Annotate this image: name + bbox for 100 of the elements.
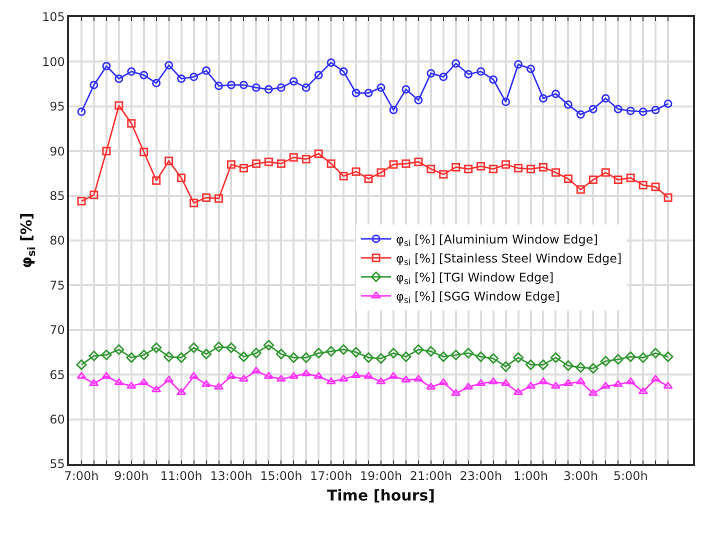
- point: [127, 119, 136, 128]
- point: [414, 96, 423, 104]
- point: [302, 154, 310, 164]
- point: [576, 185, 585, 194]
- point: [164, 61, 174, 70]
- point: [250, 348, 262, 358]
- point: [239, 164, 248, 172]
- point: [601, 168, 610, 177]
- point: [625, 351, 636, 362]
- point: [526, 164, 536, 174]
- x-tick-label: 13:00h: [210, 469, 252, 484]
- x-tick-label: 23:00h: [460, 469, 502, 484]
- point: [139, 378, 149, 386]
- point: [326, 378, 336, 384]
- point: [301, 369, 311, 376]
- point: [538, 162, 548, 172]
- point: [102, 146, 111, 156]
- point: [326, 159, 336, 168]
- point: [512, 352, 524, 363]
- point: [276, 159, 286, 168]
- point: [376, 353, 386, 364]
- point: [613, 380, 623, 387]
- y-tick-label: 105: [42, 10, 65, 24]
- point: [326, 58, 336, 67]
- point: [563, 379, 573, 386]
- point: [226, 160, 236, 169]
- point: [276, 83, 286, 92]
- point: [326, 346, 336, 357]
- point: [364, 174, 373, 184]
- point: [588, 104, 598, 114]
- point: [226, 80, 236, 90]
- point: [588, 389, 598, 396]
- point: [213, 342, 224, 352]
- point: [525, 359, 536, 370]
- point: [551, 168, 560, 177]
- y-tick-label: 65: [50, 368, 65, 382]
- point: [177, 74, 186, 83]
- point: [88, 350, 100, 362]
- point: [77, 108, 86, 116]
- point: [438, 378, 448, 386]
- point: [214, 382, 224, 390]
- point: [388, 348, 399, 358]
- point: [614, 175, 622, 184]
- point: [126, 352, 137, 363]
- point: [502, 98, 510, 106]
- point: [102, 62, 111, 70]
- point: [300, 352, 312, 363]
- point: [538, 359, 549, 370]
- point: [338, 374, 348, 382]
- point: [289, 153, 298, 162]
- point: [638, 352, 648, 363]
- x-tick-label: 11:00h: [160, 469, 202, 484]
- point: [351, 371, 361, 378]
- point: [364, 372, 374, 379]
- point: [402, 85, 410, 94]
- point: [488, 353, 499, 364]
- point: [314, 372, 324, 379]
- point: [76, 359, 87, 370]
- point: [502, 160, 510, 169]
- point: [238, 374, 249, 382]
- point: [600, 382, 610, 389]
- point: [426, 164, 436, 174]
- point: [564, 174, 572, 184]
- point: [239, 80, 248, 90]
- point: [376, 378, 386, 384]
- point: [564, 100, 572, 109]
- y-tick-label: 95: [50, 100, 65, 114]
- legend-label: φ$_{si}$ [%] [SGG Window Edge]: [396, 290, 560, 306]
- point: [626, 174, 635, 182]
- point: [352, 167, 360, 176]
- x-axis-title: Time [hours]: [326, 486, 436, 505]
- point: [388, 372, 398, 379]
- point: [114, 101, 124, 110]
- point: [401, 376, 411, 382]
- point: [601, 94, 610, 103]
- point: [140, 70, 148, 80]
- point: [77, 196, 86, 206]
- point: [464, 164, 473, 174]
- point: [200, 348, 212, 360]
- point: [339, 172, 348, 180]
- point: [251, 366, 261, 374]
- point: [102, 372, 112, 379]
- x-tick-label: 7:00h: [64, 469, 99, 484]
- point: [202, 193, 211, 202]
- point: [402, 159, 410, 168]
- point: [576, 378, 586, 384]
- x-tick-label: 3:00h: [563, 469, 598, 484]
- point: [76, 372, 86, 379]
- point: [476, 67, 486, 76]
- point: [452, 59, 460, 68]
- point: [252, 83, 260, 92]
- point: [276, 374, 286, 382]
- point: [376, 168, 386, 177]
- point: [350, 346, 362, 358]
- point: [562, 360, 574, 371]
- point: [650, 348, 661, 358]
- point: [501, 379, 511, 386]
- point: [126, 382, 136, 389]
- point: [489, 75, 498, 84]
- point: [450, 350, 462, 360]
